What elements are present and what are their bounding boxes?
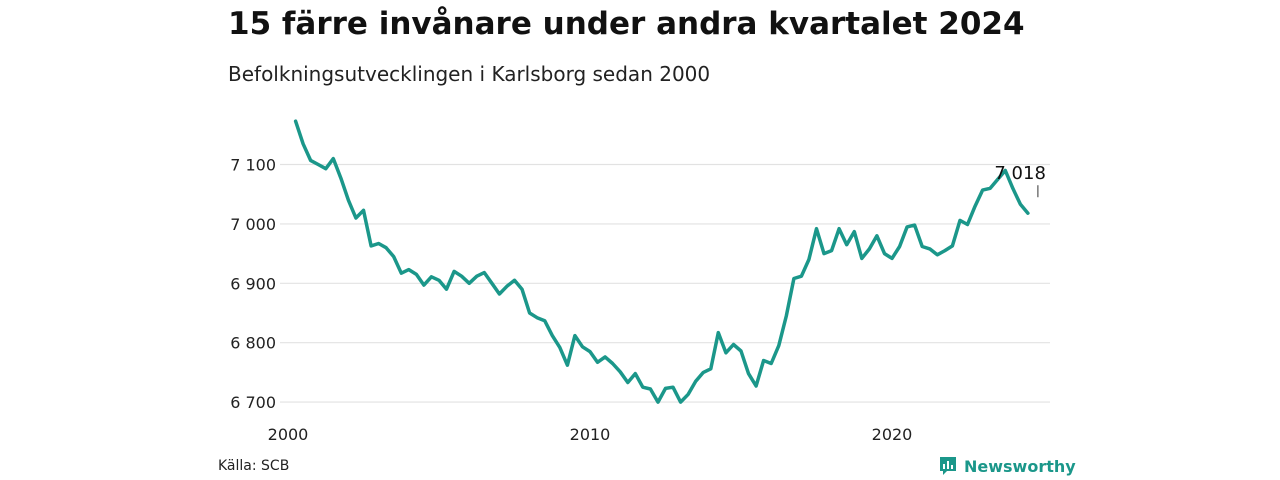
x-tick-label: 2000 [268,425,309,444]
chart-title: 15 färre invånare under andra kvartalet … [228,6,1025,42]
x-tick-label: 2010 [570,425,611,444]
brand-logo[interactable]: Newsworthy [938,456,1076,476]
end-value-label: 7 018 [994,163,1046,184]
y-tick-label: 7 000 [230,215,276,234]
population-series-line [293,119,1030,404]
brand-name: Newsworthy [964,456,1076,476]
y-axis-ticks: 6 700 6 800 6 900 7 000 7 100 [230,156,276,413]
x-axis-ticks: 2000 2010 2020 [268,425,913,444]
y-tick-label: 6 700 [230,393,276,412]
x-tick-label: 2020 [872,425,913,444]
chart-subtitle: Befolkningsutvecklingen i Karlsborg seda… [228,62,711,86]
source-note: Källa: SCB [218,458,290,474]
grid-lines [280,163,1050,403]
series-layer [293,119,1030,404]
y-tick-label: 7 100 [230,156,276,175]
y-tick-label: 6 800 [230,334,276,353]
newsworthy-logo-icon [940,457,956,475]
y-tick-label: 6 900 [230,274,276,293]
end-label-layer: 7 018 [994,163,1046,198]
